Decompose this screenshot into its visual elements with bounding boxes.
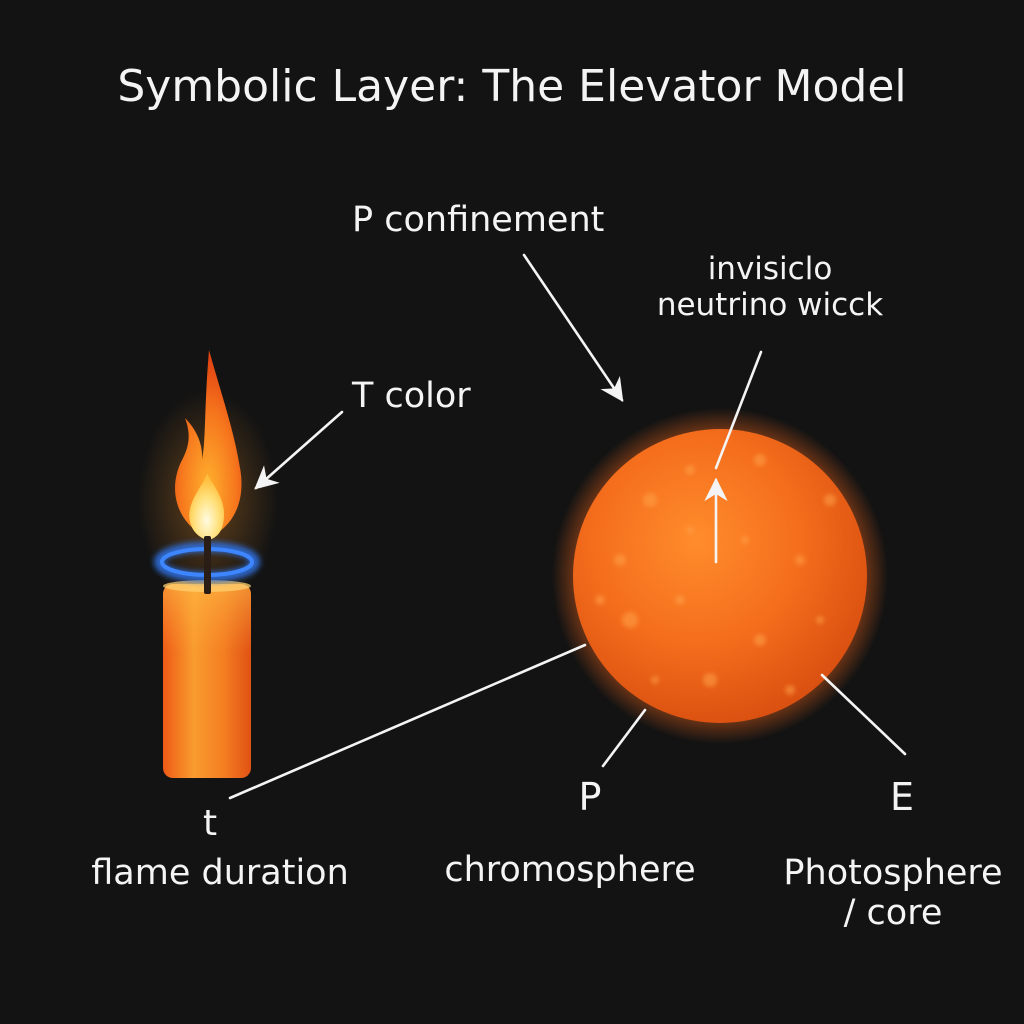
connectors bbox=[228, 253, 907, 800]
line-invisible-neutrino bbox=[714, 350, 763, 470]
arrow-t-color bbox=[254, 410, 344, 490]
label-flame-duration: flame duration bbox=[91, 853, 349, 893]
sun-granulation bbox=[595, 454, 836, 695]
label-invisible-neutrino: invisiclo neutrino wicck bbox=[620, 251, 920, 323]
label-invisible-line1: invisiclo bbox=[707, 251, 833, 287]
label-photosphere-line2: / core bbox=[843, 893, 943, 934]
label-photosphere-line1: Photosphere bbox=[783, 853, 1003, 893]
label-p-confinement: P confinement bbox=[352, 200, 605, 240]
line-chromosphere bbox=[601, 708, 647, 768]
label-photosphere-core: Photosphere / core bbox=[762, 853, 1024, 934]
candle bbox=[138, 350, 278, 778]
sun bbox=[552, 408, 888, 744]
label-p-symbol: P bbox=[578, 775, 602, 819]
flame bbox=[175, 350, 242, 538]
diagram-title: Symbolic Layer: The Elevator Model bbox=[117, 61, 907, 112]
line-flame-duration bbox=[228, 643, 587, 800]
label-e-symbol: E bbox=[889, 775, 914, 819]
label-chromosphere: chromosphere bbox=[444, 850, 696, 890]
label-t-symbol: t bbox=[202, 803, 218, 844]
wick bbox=[204, 536, 211, 594]
arrow-p-confinement bbox=[522, 253, 624, 402]
line-photosphere bbox=[820, 673, 907, 756]
flame-core bbox=[189, 474, 224, 540]
label-t-color: T color bbox=[352, 376, 471, 416]
label-invisible-line2: neutrino wicck bbox=[656, 286, 884, 323]
